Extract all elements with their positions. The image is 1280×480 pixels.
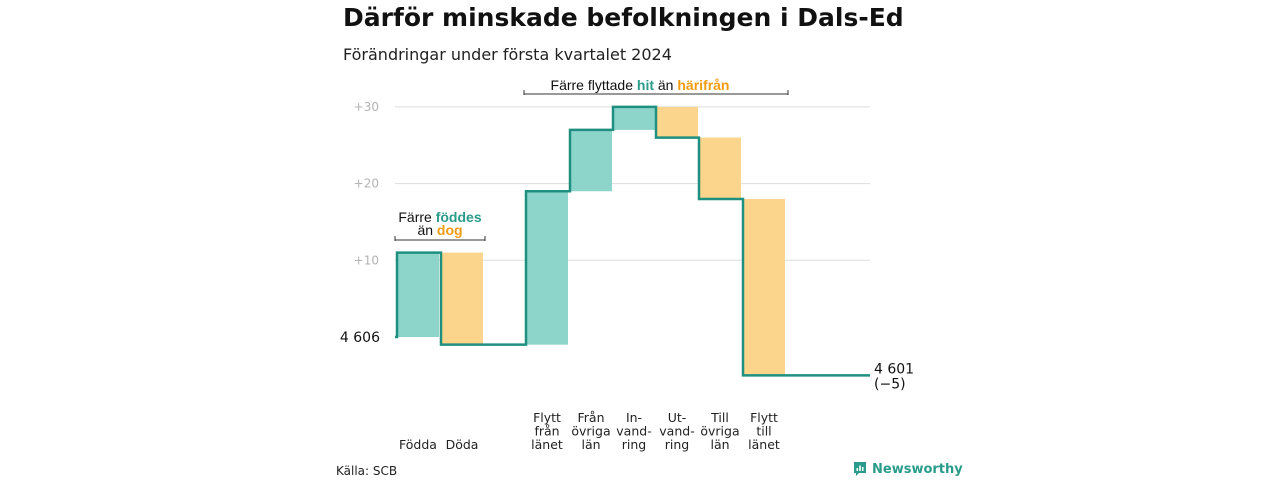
category-label: länet bbox=[748, 437, 780, 452]
annotation-births-deaths-line2: än dog bbox=[417, 222, 462, 238]
category-label: till bbox=[756, 424, 771, 439]
newsworthy-icon bbox=[854, 462, 866, 476]
category-label: övriga bbox=[700, 424, 739, 439]
category-label: In- bbox=[626, 410, 642, 425]
end-value-label: 4 601 bbox=[874, 361, 914, 377]
waterfall-bar bbox=[570, 129, 612, 192]
y-tick-label: +30 bbox=[354, 100, 379, 114]
brand-name: Newsworthy bbox=[872, 461, 963, 477]
chart-title: Därför minskade befolkningen i Dals-Ed bbox=[343, 3, 904, 32]
newsworthy-logo[interactable]: Newsworthy bbox=[853, 461, 963, 477]
y-tick-label: +10 bbox=[354, 253, 379, 267]
annotation-bracket-migration bbox=[523, 90, 789, 95]
waterfall-bar bbox=[656, 106, 698, 138]
chart-subtitle: Förändringar under första kvartalet 2024 bbox=[343, 45, 672, 64]
level-step-line bbox=[395, 105, 870, 377]
category-label: län bbox=[581, 437, 600, 452]
category-label: Till bbox=[710, 410, 729, 425]
annotations: Färre föddes än dog Färre flyttade hit ä… bbox=[394, 77, 789, 241]
category-label: övriga bbox=[571, 424, 610, 439]
category-label: Födda bbox=[399, 437, 437, 452]
level-line bbox=[395, 105, 870, 377]
category-labels: Födda DödaFlyttfrånlänetFrånövrigalänIn-v… bbox=[399, 410, 780, 452]
waterfall-bar bbox=[441, 252, 483, 345]
waterfall-bars bbox=[397, 106, 785, 376]
category-label: vand- bbox=[659, 424, 694, 439]
waterfall-bar bbox=[743, 198, 785, 376]
waterfall-bar bbox=[526, 191, 568, 345]
category-label: ring bbox=[622, 437, 646, 452]
category-label: Från bbox=[577, 410, 604, 425]
waterfall-bar bbox=[699, 137, 741, 199]
annotation-births-deaths-line1: Färre föddes bbox=[398, 209, 481, 225]
category-label: län bbox=[710, 437, 729, 452]
y-tick-label: +20 bbox=[354, 177, 379, 191]
source-note: Källa: SCB bbox=[336, 464, 398, 478]
category-label: ring bbox=[665, 437, 689, 452]
annotation-migration: Färre flyttade hit än härifrån bbox=[551, 77, 730, 93]
category-label: Flytt bbox=[533, 410, 561, 425]
category-label: Ut- bbox=[668, 410, 687, 425]
start-value-label: 4 606 bbox=[340, 330, 380, 346]
end-change-label: (−5) bbox=[874, 376, 906, 392]
category-label: vand- bbox=[616, 424, 651, 439]
annotation-bracket-births-deaths bbox=[394, 236, 486, 241]
y-tick-labels: +10 +20 +30 bbox=[354, 100, 379, 267]
end-labels: 4 606 4 601(−5) bbox=[340, 330, 914, 392]
category-label: från bbox=[534, 424, 559, 439]
waterfall-bar bbox=[613, 106, 655, 130]
waterfall-bar bbox=[397, 252, 439, 337]
category-label: länet bbox=[531, 437, 563, 452]
category-label: Döda bbox=[446, 437, 479, 452]
category-label: Flytt bbox=[750, 410, 778, 425]
